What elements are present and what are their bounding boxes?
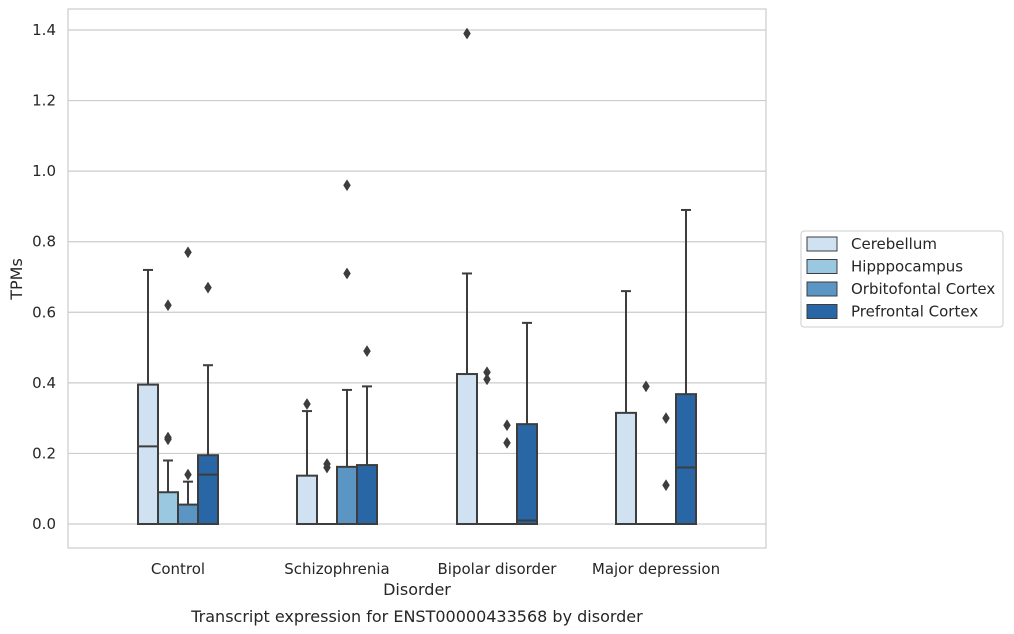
outlier-point xyxy=(343,267,351,280)
box-plot xyxy=(675,208,697,525)
legend-frame xyxy=(800,230,1004,328)
box-plot xyxy=(477,366,497,525)
outlier-point xyxy=(184,246,192,259)
outlier-point xyxy=(463,27,471,40)
outlier-point xyxy=(503,419,511,432)
box-body xyxy=(157,491,179,526)
box-body xyxy=(456,373,478,525)
outlier-point xyxy=(184,468,192,481)
legend-label: Hipppocampus xyxy=(851,258,963,276)
legend-swatch xyxy=(806,236,838,252)
plot-area-frame xyxy=(67,8,767,549)
legend: Cerebellum Hipppocampus Orbitofontal Corte… xyxy=(800,230,1004,328)
box-plot xyxy=(456,27,478,525)
outlier-point xyxy=(343,179,351,192)
box-body xyxy=(177,503,199,526)
box-plot xyxy=(137,268,159,525)
y-tick-label: 0.4 xyxy=(32,374,56,392)
box-body xyxy=(336,465,358,525)
y-tick-label: 0.8 xyxy=(32,233,56,251)
outlier-point xyxy=(303,398,311,410)
box-body xyxy=(675,393,697,525)
legend-label: Orbitofontal Cortex xyxy=(851,280,995,298)
box-plot xyxy=(197,281,219,526)
box-layer xyxy=(137,27,697,526)
box-plot xyxy=(497,419,517,525)
legend-label: Prefrontal Cortex xyxy=(851,303,978,321)
box-plot xyxy=(356,345,378,525)
y-tick-label: 0.0 xyxy=(32,515,56,533)
legend-swatch xyxy=(806,281,838,297)
x-tick-label: Schizophrenia xyxy=(284,560,389,578)
x-axis-title: Disorder xyxy=(383,580,451,599)
y-tick-label: 1.2 xyxy=(32,92,56,110)
y-axis-title: TPMs xyxy=(7,258,26,301)
y-tick-label: 0.6 xyxy=(32,303,56,321)
box-body xyxy=(137,383,159,525)
box-body xyxy=(197,454,219,526)
box-plot xyxy=(317,458,337,525)
legend-label: Cerebellum xyxy=(851,235,937,253)
outlier-point xyxy=(323,458,331,470)
outlier-point xyxy=(483,373,491,386)
x-tick-label: Bipolar disorder xyxy=(438,560,558,578)
legend-swatch xyxy=(806,304,838,319)
box-plot xyxy=(656,412,676,525)
legend-swatch xyxy=(806,259,838,274)
outlier-point xyxy=(662,412,670,425)
outlier-point xyxy=(642,380,650,393)
x-tick-label: Control xyxy=(151,560,205,578)
y-tick-label: 1.0 xyxy=(32,162,56,180)
y-tick-label: 1.4 xyxy=(32,21,56,39)
y-tick-labels: 0.0 0.2 0.4 0.6 0.8 1.0 1.2 1.4 xyxy=(32,21,56,533)
box-body xyxy=(296,474,318,525)
outlier-point xyxy=(483,366,491,379)
outlier-point xyxy=(164,299,172,312)
chart-caption: Transcript expression for ENST0000043356… xyxy=(190,607,643,626)
outlier-point xyxy=(204,281,212,294)
outlier-point xyxy=(503,436,511,449)
x-tick-label: Major depression xyxy=(592,560,720,578)
box-body xyxy=(356,464,378,525)
box-plot xyxy=(615,290,637,526)
box-plot xyxy=(516,321,538,525)
box-body xyxy=(615,411,637,526)
outlier-point xyxy=(662,479,670,492)
x-tick-labels: Control Schizophrenia Bipolar disorder Majo… xyxy=(151,560,720,578)
outlier-point xyxy=(164,431,172,444)
box-plot xyxy=(296,398,318,525)
box-body xyxy=(516,423,538,525)
y-tick-label: 0.2 xyxy=(32,444,56,462)
outlier-point xyxy=(363,345,371,358)
box-plot xyxy=(636,380,656,525)
